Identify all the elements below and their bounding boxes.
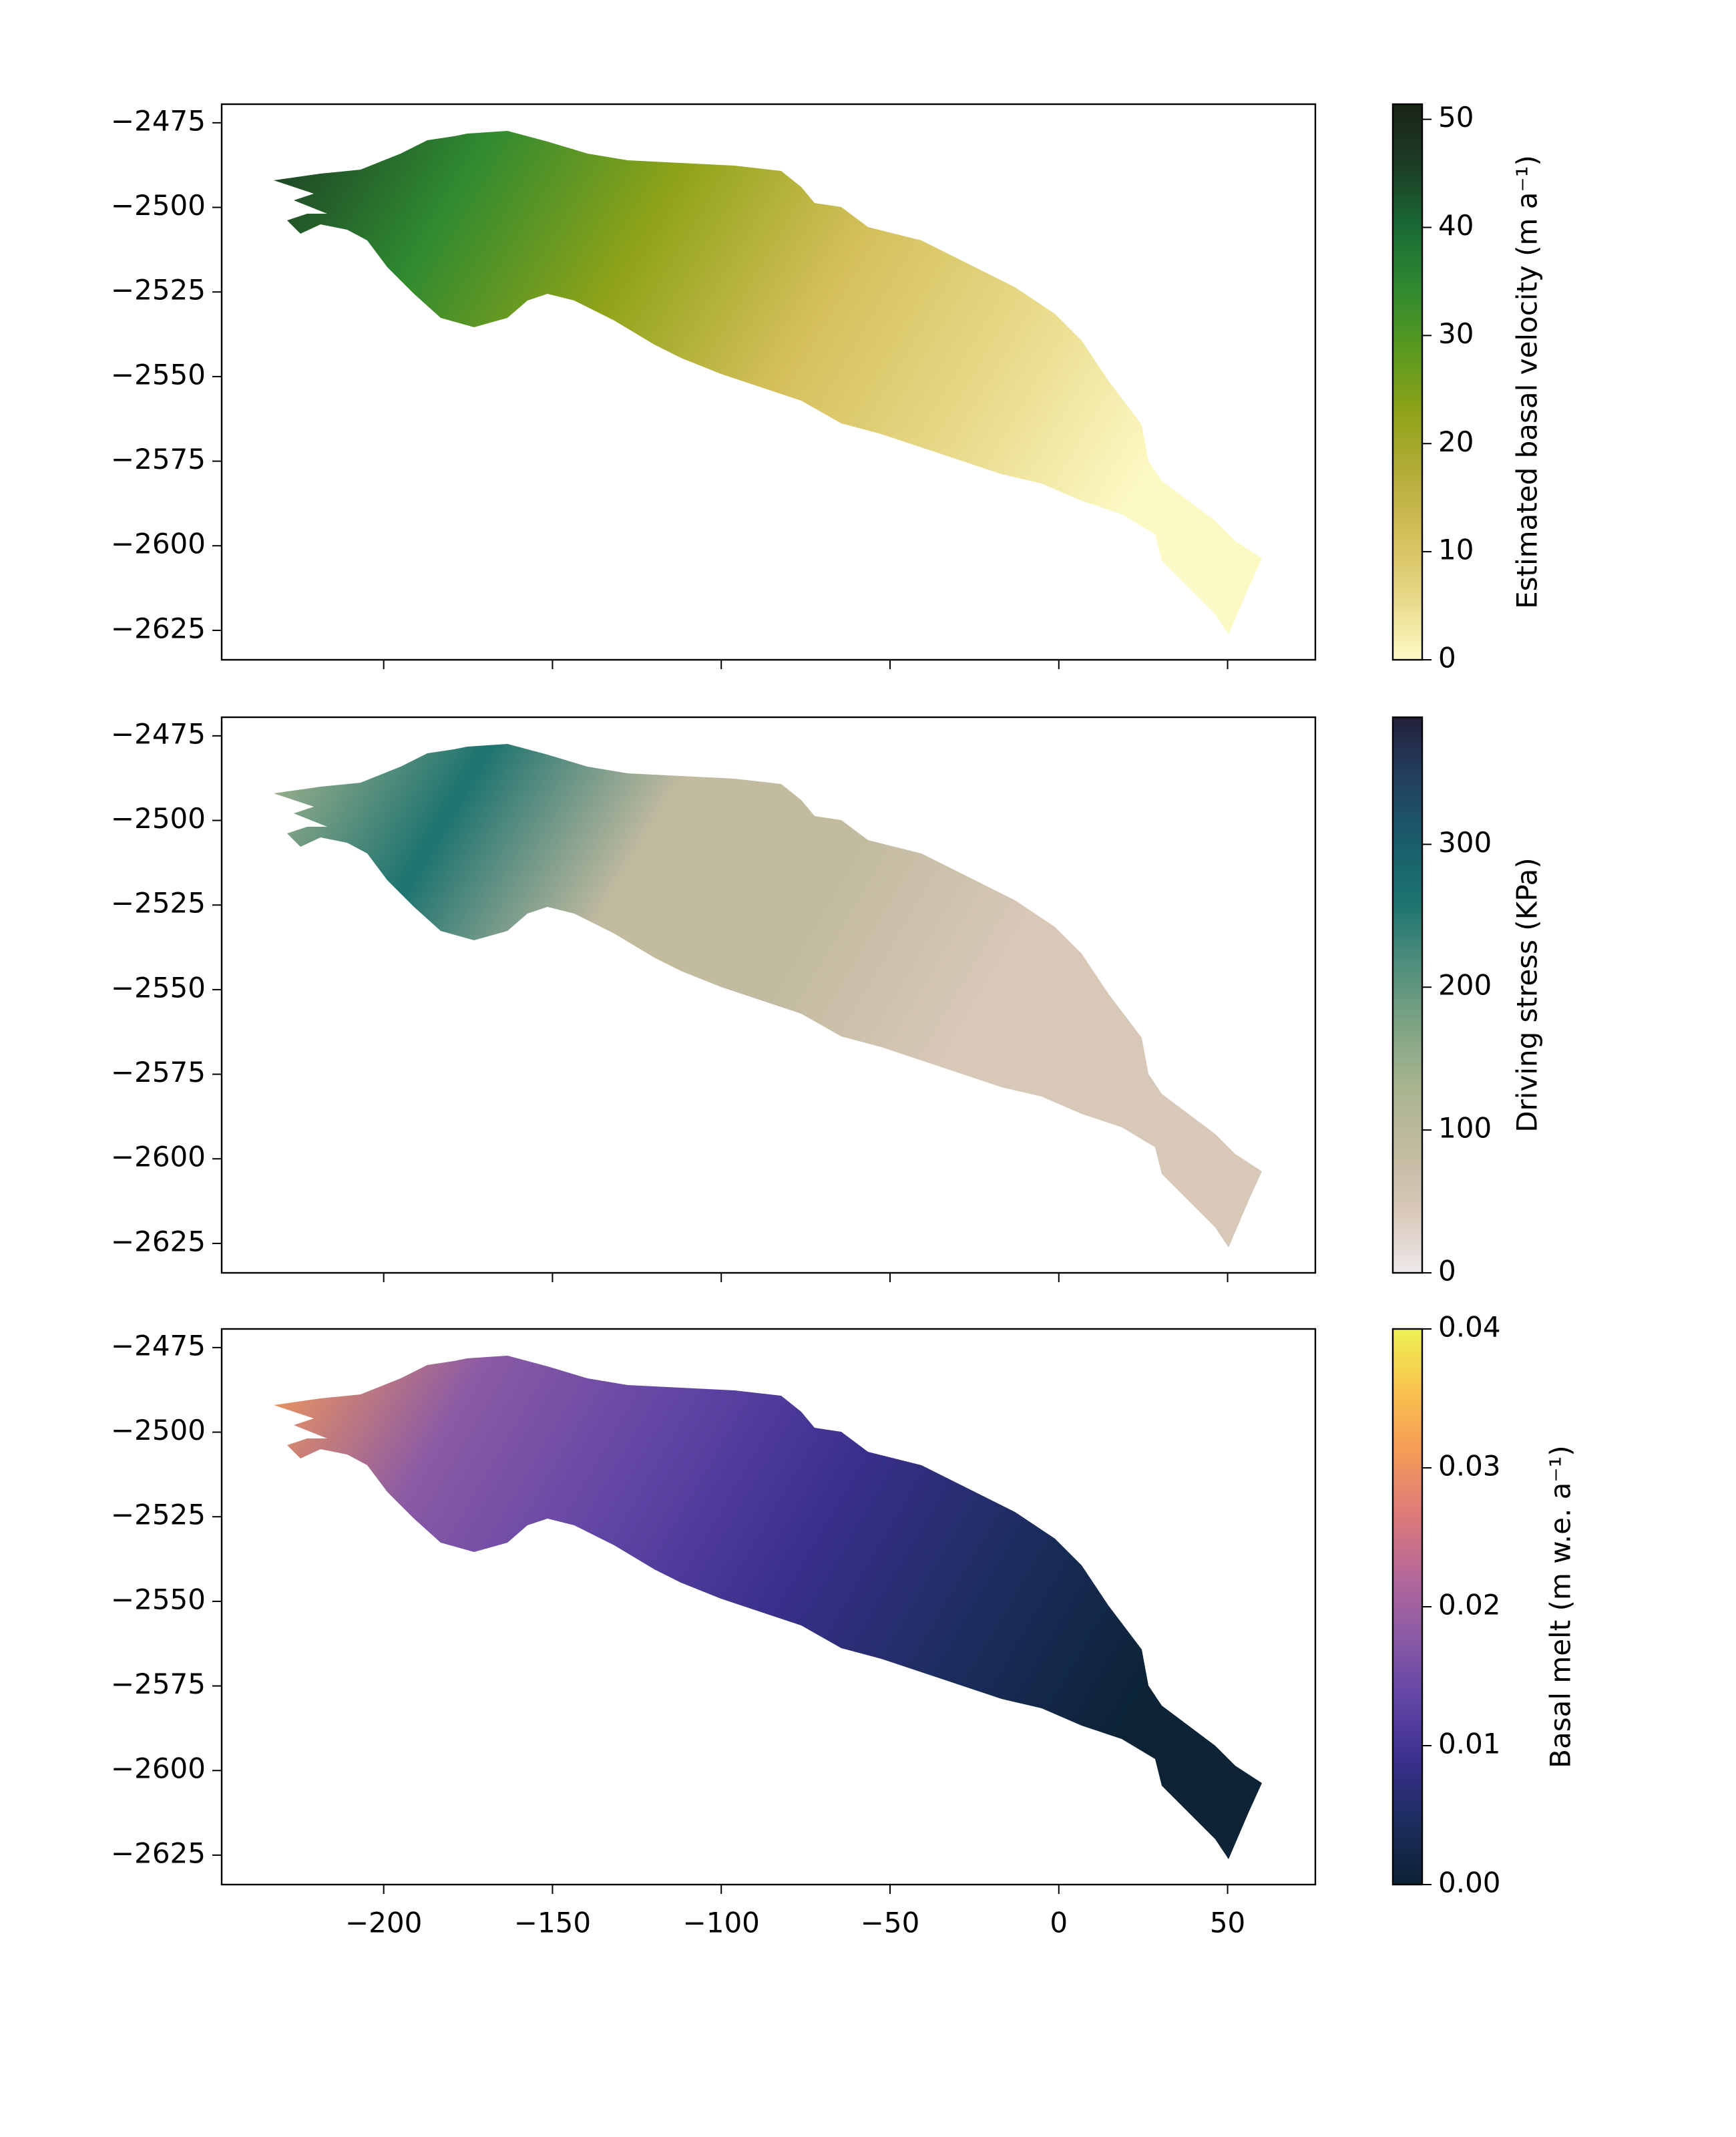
axes-frame bbox=[220, 1328, 1317, 1886]
colorbar-tick-label: 0 bbox=[1438, 642, 1456, 674]
glacier bbox=[274, 1356, 1262, 1859]
colorbar-tick-label: 0.01 bbox=[1438, 1728, 1501, 1760]
x-tick-label: −150 bbox=[514, 1907, 591, 1939]
x-tick-label: 0 bbox=[1050, 1907, 1068, 1939]
colorbar-tick-label: 0.04 bbox=[1438, 1311, 1501, 1344]
colorbar bbox=[1391, 103, 1424, 661]
colorbar-tick-label: 40 bbox=[1438, 209, 1474, 242]
y-tick-label: −2500 bbox=[111, 189, 206, 222]
colorbar-tick-label: 10 bbox=[1438, 534, 1474, 566]
colorbar-tick-label: 300 bbox=[1438, 826, 1492, 859]
colorbar-tick-label: 20 bbox=[1438, 425, 1474, 458]
x-tick-label: −200 bbox=[345, 1907, 422, 1939]
axes-frame bbox=[220, 103, 1317, 661]
y-tick-label: −2625 bbox=[111, 1225, 206, 1257]
map-panel bbox=[274, 1356, 1262, 1859]
map-panel bbox=[274, 131, 1262, 634]
y-tick-label: −2600 bbox=[111, 1141, 206, 1173]
x-tick-label: −50 bbox=[861, 1907, 920, 1939]
glacier bbox=[274, 131, 1262, 634]
colorbar-label: Basal melt (m w.e. a⁻¹) bbox=[1544, 1445, 1577, 1768]
x-tick-label: 50 bbox=[1210, 1907, 1245, 1939]
y-tick-label: −2525 bbox=[111, 887, 206, 920]
y-tick-label: −2525 bbox=[111, 274, 206, 307]
glacier bbox=[274, 744, 1262, 1247]
colorbar bbox=[1391, 716, 1424, 1274]
y-tick-label: −2525 bbox=[111, 1499, 206, 1531]
colorbar-tick-label: 0.00 bbox=[1438, 1867, 1501, 1899]
y-tick-label: −2475 bbox=[111, 717, 206, 750]
y-tick-label: −2575 bbox=[111, 1056, 206, 1089]
colorbar-tick-label: 0.02 bbox=[1438, 1589, 1501, 1621]
axes-frame bbox=[220, 716, 1317, 1274]
colorbar-tick-label: 0.03 bbox=[1438, 1450, 1501, 1483]
colorbar bbox=[1391, 1328, 1424, 1886]
y-tick-label: −2575 bbox=[111, 443, 206, 475]
colorbar-tick-label: 0 bbox=[1438, 1255, 1456, 1288]
y-tick-label: −2600 bbox=[111, 1752, 206, 1785]
x-tick-label: −100 bbox=[683, 1907, 760, 1939]
y-tick-label: −2500 bbox=[111, 802, 206, 835]
colorbar-tick-label: 100 bbox=[1438, 1112, 1492, 1145]
y-tick-label: −2550 bbox=[111, 971, 206, 1004]
colorbar-tick-label: 50 bbox=[1438, 101, 1474, 134]
colorbar-tick-label: 200 bbox=[1438, 969, 1492, 1002]
y-tick-label: −2625 bbox=[111, 612, 206, 644]
y-tick-label: −2575 bbox=[111, 1668, 206, 1700]
colorbar-label: Driving stress (KPa) bbox=[1511, 857, 1544, 1133]
colorbar-label: Estimated basal velocity (m a⁻¹) bbox=[1511, 155, 1544, 609]
y-tick-label: −2625 bbox=[111, 1836, 206, 1869]
y-tick-label: −2475 bbox=[111, 1329, 206, 1362]
y-tick-label: −2550 bbox=[111, 358, 206, 391]
y-tick-label: −2600 bbox=[111, 528, 206, 560]
y-tick-label: −2550 bbox=[111, 1583, 206, 1615]
colorbar-tick-label: 30 bbox=[1438, 317, 1474, 350]
y-tick-label: −2500 bbox=[111, 1414, 206, 1446]
map-panel bbox=[274, 744, 1262, 1247]
y-tick-label: −2475 bbox=[111, 104, 206, 137]
